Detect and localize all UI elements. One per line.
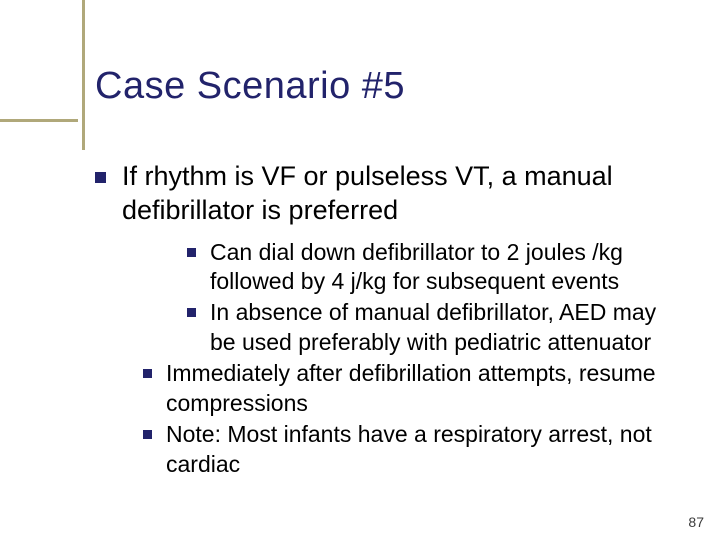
bullet-level2-text: Note: Most infants have a respiratory ar… [166, 420, 675, 479]
bullet-level1: If rhythm is VF or pulseless VT, a manua… [95, 160, 675, 228]
bullet-level3-group: Can dial down defibrillator to 2 joules … [187, 238, 675, 358]
square-bullet-icon [143, 430, 152, 439]
bullet-level1-text: If rhythm is VF or pulseless VT, a manua… [122, 160, 675, 228]
bullet-level2-text: Immediately after defibrillation attempt… [166, 359, 675, 418]
bullet-level3-text: In absence of manual defibrillator, AED … [210, 298, 675, 357]
bullet-level3: Can dial down defibrillator to 2 joules … [187, 238, 675, 297]
square-bullet-icon [95, 172, 106, 183]
accent-vertical-bar [82, 0, 85, 150]
slide-title: Case Scenario #5 [95, 65, 405, 108]
slide: Case Scenario #5 If rhythm is VF or puls… [0, 0, 720, 540]
slide-body: If rhythm is VF or pulseless VT, a manua… [95, 160, 675, 481]
bullet-level3-text: Can dial down defibrillator to 2 joules … [210, 238, 675, 297]
square-bullet-icon [187, 308, 196, 317]
accent-horizontal-bar [0, 119, 78, 122]
bullet-level2: Note: Most infants have a respiratory ar… [143, 420, 675, 479]
bullet-level3: In absence of manual defibrillator, AED … [187, 298, 675, 357]
square-bullet-icon [187, 248, 196, 257]
bullet-level2: Immediately after defibrillation attempt… [143, 359, 675, 418]
bullet-level2-group: Can dial down defibrillator to 2 joules … [143, 238, 675, 480]
square-bullet-icon [143, 369, 152, 378]
page-number: 87 [688, 514, 704, 530]
